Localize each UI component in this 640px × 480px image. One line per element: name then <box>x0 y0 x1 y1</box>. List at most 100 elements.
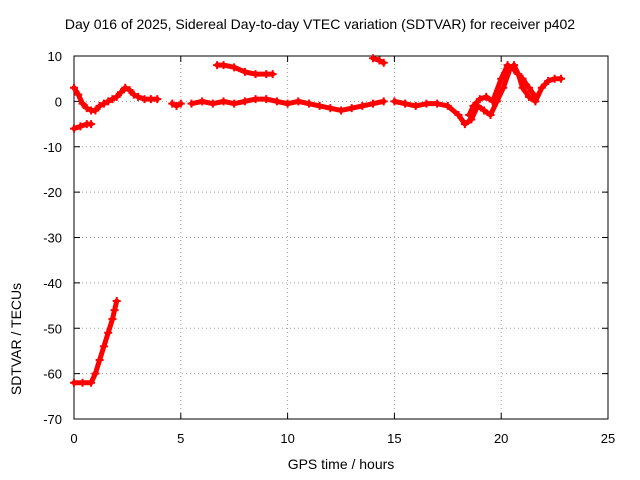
data-point <box>251 70 260 79</box>
data-point <box>510 65 519 74</box>
data-point <box>116 88 125 97</box>
data-point <box>121 83 130 92</box>
data-point <box>99 99 108 108</box>
data-point <box>283 99 292 108</box>
data-point <box>524 83 533 92</box>
data-point <box>315 101 324 110</box>
y-tick-label: -60 <box>43 367 62 382</box>
data-point <box>347 104 356 113</box>
y-tick-label: -50 <box>43 321 62 336</box>
data-point <box>482 92 491 101</box>
x-tick-label: 10 <box>280 431 294 446</box>
chart-title: Day 016 of 2025, Sidereal Day-to-day VTE… <box>64 16 576 32</box>
data-point <box>467 115 476 124</box>
data-point <box>187 99 196 108</box>
data-point <box>74 90 83 99</box>
y-tick-label: -30 <box>43 231 62 246</box>
data-point <box>251 95 260 104</box>
data-point <box>78 99 87 108</box>
data-point <box>411 101 420 110</box>
x-tick-label: 15 <box>387 431 401 446</box>
data-point <box>219 97 228 106</box>
data-point <box>503 61 512 70</box>
data-point <box>304 99 313 108</box>
data-point <box>401 99 410 108</box>
data-point <box>104 97 113 106</box>
data-point <box>475 95 484 104</box>
data-point <box>230 63 239 72</box>
data-point <box>379 58 388 67</box>
data-point <box>198 97 207 106</box>
data-point <box>112 92 121 101</box>
data-point <box>230 99 239 108</box>
y-axis-label: SDTVAR / TECUs <box>8 282 24 396</box>
data-point <box>497 74 506 83</box>
y-tick-label: 10 <box>48 49 62 64</box>
x-tick-label: 5 <box>177 431 184 446</box>
data-point <box>358 101 367 110</box>
data-point <box>70 124 78 133</box>
data-point <box>95 356 104 365</box>
data-point <box>208 99 217 108</box>
data-point <box>108 95 117 104</box>
data-point <box>262 95 271 104</box>
y-tick-label: -70 <box>43 412 62 427</box>
data-point <box>480 106 489 115</box>
data-point <box>129 90 138 99</box>
data-point <box>99 342 108 351</box>
data-point <box>110 306 119 315</box>
data-point <box>134 92 143 101</box>
plot-frame <box>73 55 609 420</box>
data-point <box>168 99 177 108</box>
x-tick-label: 0 <box>70 431 77 446</box>
data-point <box>375 56 384 65</box>
data-point <box>172 101 181 110</box>
data-point <box>104 328 113 337</box>
y-tick-label: -10 <box>43 140 62 155</box>
y-tick-label: 0 <box>55 94 62 109</box>
data-point <box>176 99 185 108</box>
data-point <box>379 97 388 106</box>
data-point <box>488 97 497 106</box>
data-point <box>486 110 495 119</box>
data-point <box>70 83 78 92</box>
x-tick-label: 25 <box>601 431 615 446</box>
data-point <box>76 122 85 131</box>
data-point <box>125 86 134 95</box>
data-point <box>326 104 335 113</box>
x-axis-label: GPS time / hours <box>287 456 395 472</box>
data-point <box>112 297 121 306</box>
data-point <box>70 378 78 387</box>
data-point <box>469 101 478 110</box>
data-point <box>82 104 91 113</box>
data-point <box>518 74 527 83</box>
y-tick-label: -20 <box>43 185 62 200</box>
data-point <box>369 54 378 63</box>
data-point <box>91 106 100 115</box>
data-point <box>537 83 546 92</box>
y-tick-label: -40 <box>43 276 62 291</box>
data-point <box>95 101 104 110</box>
data-point <box>499 83 508 92</box>
data-point <box>544 76 553 85</box>
data-point <box>422 99 431 108</box>
data-point <box>78 378 87 387</box>
data-point <box>294 97 303 106</box>
data-point <box>91 369 100 378</box>
data-point <box>443 101 452 110</box>
data-point <box>433 99 442 108</box>
data-point <box>268 70 277 79</box>
data-point <box>87 378 96 387</box>
data-point <box>454 110 463 119</box>
data-point <box>369 99 378 108</box>
data-point <box>219 61 228 70</box>
data-point <box>557 74 566 83</box>
data-point <box>108 315 117 324</box>
x-tick-label: 20 <box>494 431 508 446</box>
data-point <box>272 97 281 106</box>
data-point <box>465 110 474 119</box>
data-point <box>337 106 345 115</box>
data-point <box>240 67 249 76</box>
data-point <box>153 95 162 104</box>
